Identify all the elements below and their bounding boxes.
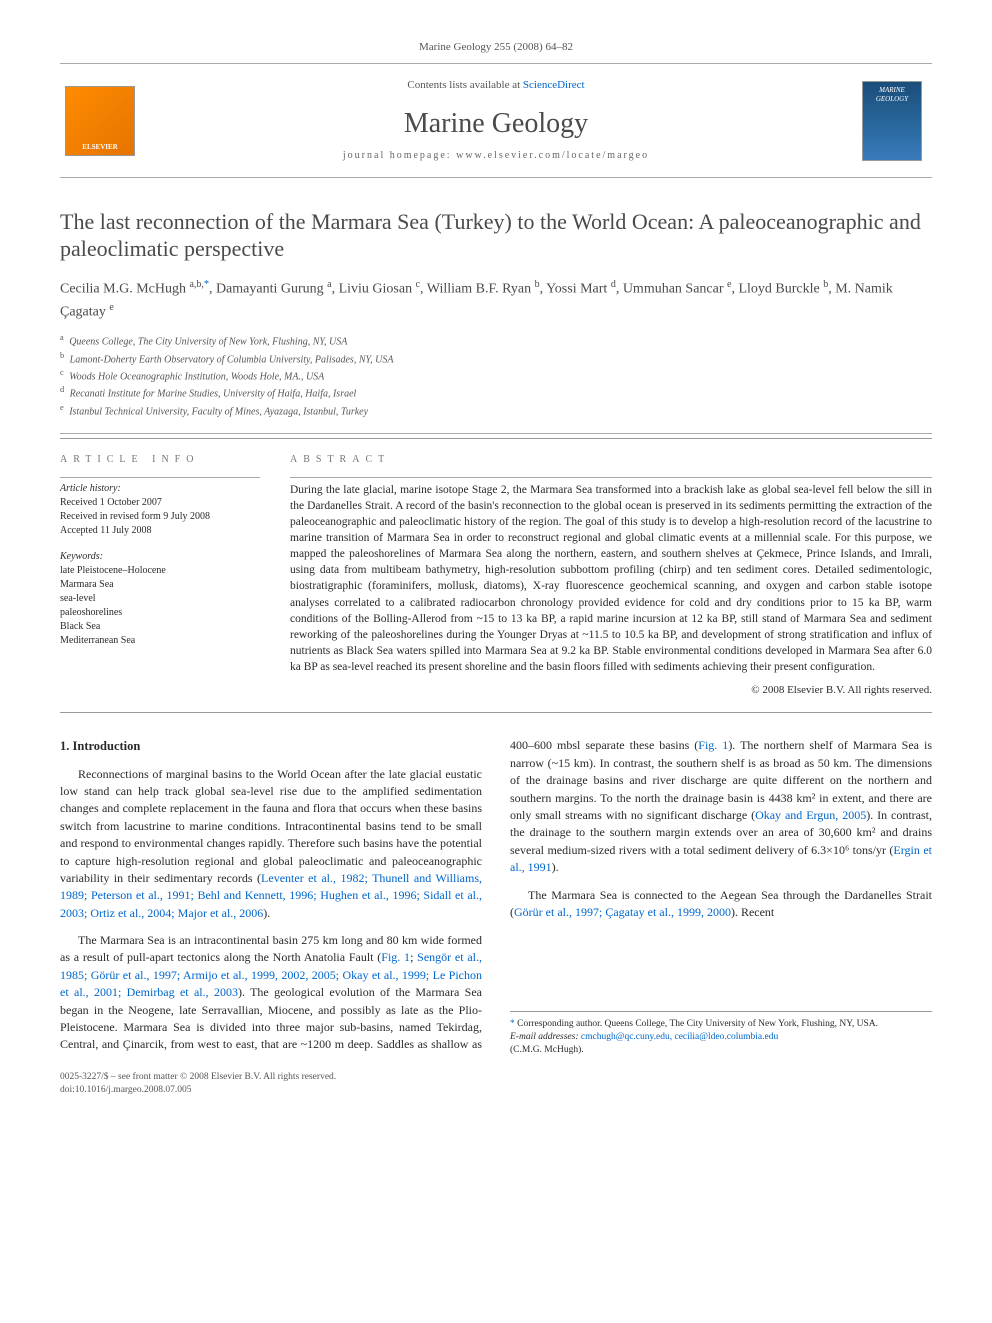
keywords-label: Keywords: <box>60 550 260 564</box>
masthead: ELSEVIER Contents lists available at Sci… <box>60 68 932 173</box>
rule <box>60 477 260 478</box>
publisher-logo-container: ELSEVIER <box>60 81 140 161</box>
affiliation-item: a Queens College, The City University of… <box>60 332 932 349</box>
cover-thumb-text: MARINE GEOLOGY <box>863 86 921 106</box>
rule <box>290 477 932 478</box>
homepage-url[interactable]: www.elsevier.com/locate/margeo <box>456 150 649 161</box>
doi-line: doi:10.1016/j.margeo.2008.07.005 <box>60 1084 932 1097</box>
journal-cover-thumb: MARINE GEOLOGY <box>862 81 922 161</box>
article-info-column: ARTICLE INFO Article history: Received 1… <box>60 453 260 699</box>
journal-homepage: journal homepage: www.elsevier.com/locat… <box>140 149 852 163</box>
rule <box>60 63 932 64</box>
history-line: Received 1 October 2007 <box>60 496 260 510</box>
keyword-item: late Pleistocene–Holocene <box>60 564 260 578</box>
rule <box>60 177 932 178</box>
sciencedirect-link[interactable]: ScienceDirect <box>523 79 585 91</box>
keywords-block: Keywords: late Pleistocene–HoloceneMarma… <box>60 550 260 648</box>
affiliation-item: d Recanati Institute for Marine Studies,… <box>60 384 932 401</box>
contents-prefix: Contents lists available at <box>407 79 522 91</box>
journal-cover-container: MARINE GEOLOGY <box>852 81 932 161</box>
author-list: Cecilia M.G. McHugh a,b,*, Damayanti Gur… <box>60 277 932 322</box>
affiliation-list: a Queens College, The City University of… <box>60 332 932 419</box>
keyword-item: paleoshorelines <box>60 606 260 620</box>
abstract-text: During the late glacial, marine isotope … <box>290 482 932 675</box>
corr-star-icon: * <box>510 1019 515 1029</box>
keyword-item: sea-level <box>60 592 260 606</box>
body-paragraph: The Marmara Sea is connected to the Aege… <box>510 887 932 922</box>
keyword-item: Black Sea <box>60 620 260 634</box>
article-info-heading: ARTICLE INFO <box>60 453 260 467</box>
article-title: The last reconnection of the Marmara Sea… <box>60 208 932 263</box>
info-abstract-row: ARTICLE INFO Article history: Received 1… <box>60 438 932 714</box>
section-heading: 1. Introduction <box>60 737 482 755</box>
affiliation-item: b Lamont-Doherty Earth Observatory of Co… <box>60 350 932 367</box>
body-paragraph: Reconnections of marginal basins to the … <box>60 766 482 923</box>
affiliation-item: e Istanbul Technical University, Faculty… <box>60 402 932 419</box>
issn-line: 0025-3227/$ – see front matter © 2008 El… <box>60 1071 932 1084</box>
rule <box>60 433 932 434</box>
contents-line: Contents lists available at ScienceDirec… <box>140 78 852 93</box>
journal-title: Marine Geology <box>140 104 852 143</box>
history-line: Accepted 11 July 2008 <box>60 524 260 538</box>
affiliation-item: c Woods Hole Oceanographic Institution, … <box>60 367 932 384</box>
elsevier-logo-text: ELSEVIER <box>82 143 117 153</box>
abstract-column: ABSTRACT During the late glacial, marine… <box>290 453 932 699</box>
abstract-copyright: © 2008 Elsevier B.V. All rights reserved… <box>290 683 932 698</box>
corresponding-author-note: * Corresponding author. Queens College, … <box>510 1018 932 1031</box>
keyword-item: Marmara Sea <box>60 578 260 592</box>
article-history-block: Article history: Received 1 October 2007… <box>60 482 260 538</box>
email-person: (C.M.G. McHugh). <box>510 1044 932 1057</box>
page-footer: 0025-3227/$ – see front matter © 2008 El… <box>60 1071 932 1097</box>
corr-label: Corresponding author. Queens College, Th… <box>517 1019 878 1029</box>
email-addresses[interactable]: cmchugh@qc.cuny.edu, cecilia@ldeo.columb… <box>581 1032 778 1042</box>
running-header: Marine Geology 255 (2008) 64–82 <box>60 40 932 55</box>
homepage-prefix: journal homepage: <box>343 150 456 161</box>
history-line: Received in revised form 9 July 2008 <box>60 510 260 524</box>
elsevier-logo: ELSEVIER <box>65 86 135 156</box>
email-line: E-mail addresses: cmchugh@qc.cuny.edu, c… <box>510 1031 932 1044</box>
email-label: E-mail addresses: <box>510 1032 579 1042</box>
masthead-center: Contents lists available at ScienceDirec… <box>140 78 852 163</box>
body-columns: 1. Introduction Reconnections of margina… <box>60 737 932 1056</box>
keyword-item: Mediterranean Sea <box>60 634 260 648</box>
abstract-heading: ABSTRACT <box>290 453 932 467</box>
article-history-label: Article history: <box>60 482 260 496</box>
footnote-block: * Corresponding author. Queens College, … <box>510 1011 932 1056</box>
